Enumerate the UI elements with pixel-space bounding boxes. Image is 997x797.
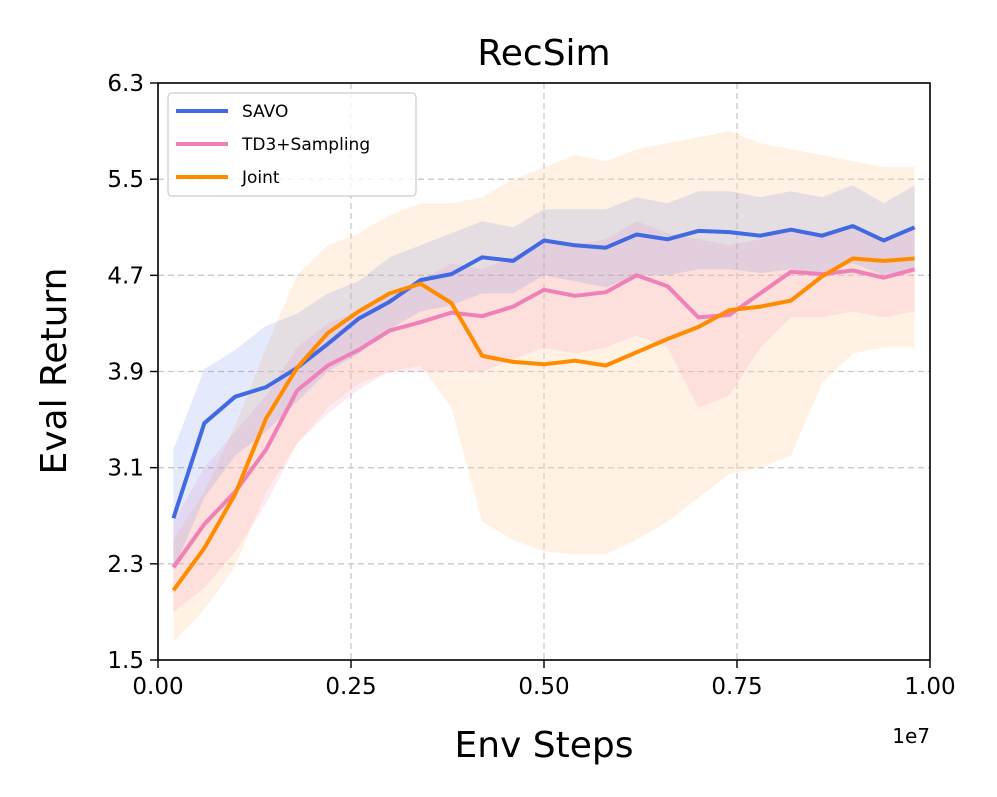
y-tick-label: 3.9: [107, 360, 144, 386]
x-axis-ticks: 0.00 0.25 0.50 0.75 1.00: [132, 660, 956, 700]
series-lines: [171, 224, 916, 592]
legend-box: [167, 92, 417, 197]
y-axis-label: Eval Return: [34, 267, 75, 474]
x-tick-label: 0.75: [711, 674, 762, 700]
legend-item-savo: SAVO: [176, 102, 288, 122]
y-tick-label: 3.1: [107, 456, 144, 482]
y-axis-ticks: 1.5 2.3 3.1 3.9 4.7 5.5 6.3: [107, 71, 158, 674]
legend-item-td3-sampling: TD3+Sampling: [176, 135, 370, 155]
x-tick-label: 0.50: [518, 674, 569, 700]
legend-label: Joint: [241, 168, 280, 188]
legend-label: TD3+Sampling: [241, 135, 370, 155]
y-tick-label: 6.3: [107, 71, 144, 97]
y-tick-label: 1.5: [107, 648, 144, 674]
chart-title: RecSim: [477, 33, 610, 74]
x-axis-label: Env Steps: [454, 725, 633, 766]
x-axis-multiplier: 1e7: [892, 724, 930, 748]
legend: SAVO TD3+Sampling Joint: [167, 92, 417, 197]
x-tick-label: 0.00: [132, 674, 183, 700]
line-joint: [171, 256, 915, 592]
band-joint: [173, 131, 915, 642]
legend-label: SAVO: [242, 102, 288, 122]
y-tick-label: 4.7: [107, 263, 144, 289]
x-tick-label: 1.00: [904, 674, 955, 700]
y-tick-label: 5.5: [107, 167, 144, 193]
y-tick-label: 2.3: [107, 552, 144, 578]
band-savo: [173, 185, 915, 570]
legend-item-joint: Joint: [176, 168, 280, 188]
line-td3-sampling: [171, 267, 916, 569]
x-tick-label: 0.25: [325, 674, 376, 700]
